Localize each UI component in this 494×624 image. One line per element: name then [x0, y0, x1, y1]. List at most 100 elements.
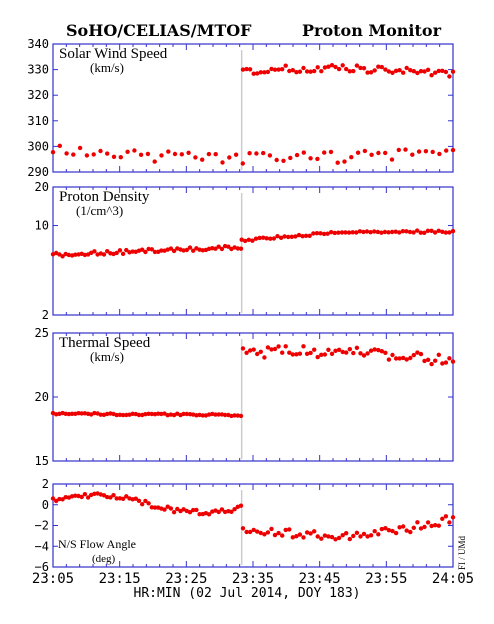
data-point-speed [258, 70, 263, 75]
y-tick-label-thermal: 20 [35, 390, 49, 404]
data-point-density [278, 235, 284, 240]
data-point-thermal [269, 347, 274, 352]
data-point-thermal [247, 348, 253, 353]
data-point-thermal [447, 356, 452, 361]
data-point-thermal [159, 411, 164, 417]
data-point-speed [340, 63, 345, 68]
data-point-thermal [258, 349, 263, 354]
data-point-thermal [194, 413, 199, 418]
data-point-thermal [187, 412, 193, 417]
data-point-speed [383, 67, 388, 72]
data-point-thermal [200, 413, 205, 418]
data-point-speed [376, 64, 381, 69]
data-point-speed [422, 69, 427, 74]
data-point-speed [213, 152, 218, 157]
data-point-flow [283, 527, 288, 533]
data-point-speed [418, 69, 424, 74]
data-point-flow [379, 526, 384, 532]
data-point-thermal [404, 357, 409, 362]
data-point-density [296, 232, 302, 238]
data-point-density [60, 254, 65, 259]
data-point-speed [336, 66, 342, 72]
x-tick-label: 23:35 [232, 571, 274, 587]
y-tick-label-density: 10 [35, 219, 49, 233]
data-point-thermal [244, 350, 249, 355]
data-point-speed [262, 70, 267, 75]
data-point-density [268, 236, 273, 241]
data-point-flow [54, 498, 59, 504]
data-point-density [346, 230, 352, 235]
y-tick-label-speed: 310 [27, 114, 49, 128]
panel-title-density: Proton Density [59, 189, 150, 205]
data-point-thermal [443, 360, 449, 365]
data-point-thermal [336, 347, 342, 352]
data-point-speed [423, 149, 429, 154]
data-point-flow [287, 527, 292, 532]
data-point-flow [294, 534, 299, 539]
data-point-flow [390, 528, 395, 534]
data-point-density [379, 230, 384, 235]
data-point-density [271, 236, 277, 241]
data-point-flow [191, 507, 196, 513]
data-point-flow [447, 520, 452, 525]
panel-thermal: 15 20 25 Thermal Speed(km/s) [35, 326, 456, 468]
panel-title-speed: Solar Wind Speed [59, 46, 168, 62]
data-point-speed [450, 147, 456, 153]
x-tick-label: 23:55 [365, 571, 407, 587]
data-point-thermal [408, 355, 413, 361]
data-point-thermal [361, 353, 367, 358]
header-right-title: Proton Monitor [302, 21, 442, 40]
data-point-flow [333, 537, 338, 542]
data-point-thermal [232, 413, 237, 418]
data-point-speed [326, 64, 331, 69]
data-point-speed [98, 148, 103, 154]
data-point-thermal [294, 352, 299, 357]
data-point-flow [436, 523, 441, 528]
data-point-speed [349, 155, 354, 160]
data-point-speed [444, 148, 449, 153]
data-point-speed [84, 153, 90, 158]
data-point-flow [85, 495, 91, 500]
data-point-flow [114, 496, 119, 501]
data-point-thermal [308, 350, 313, 356]
data-point-speed [437, 151, 442, 157]
data-point-flow [280, 533, 285, 538]
data-point-density [447, 230, 452, 235]
data-point-speed [159, 153, 164, 158]
data-point-thermal [376, 347, 381, 353]
data-point-flow [105, 494, 110, 500]
data-point-thermal [76, 411, 81, 416]
data-point-density [411, 230, 416, 235]
data-point-flow [386, 528, 392, 533]
x-tick-label: 23:05 [32, 571, 74, 587]
data-point-density [168, 246, 174, 251]
data-point-speed [344, 66, 349, 72]
data-point-density [117, 248, 123, 253]
data-point-speed [294, 152, 300, 158]
data-point-speed [383, 150, 388, 156]
data-point-speed [105, 151, 110, 156]
data-point-flow [376, 532, 381, 537]
data-point-thermal [344, 350, 349, 355]
data-point-flow [297, 532, 303, 537]
panel-speed: 290 300 310 320 330 340 Solar Wind Speed(km/s) [27, 37, 456, 179]
data-point-speed [415, 70, 420, 76]
data-point-density [264, 236, 269, 241]
data-point-flow [124, 494, 129, 499]
data-point-density [184, 247, 189, 253]
data-point-density [450, 228, 456, 234]
data-point-speed [283, 63, 288, 68]
data-point-flow [347, 536, 352, 542]
data-point-flow [265, 530, 271, 535]
data-point-flow [57, 496, 62, 502]
data-point-flow [315, 534, 320, 539]
data-point-flow [111, 493, 116, 498]
data-point-speed [281, 158, 286, 163]
data-point-flow [152, 505, 158, 510]
data-point-thermal [213, 412, 218, 417]
data-point-speed [447, 74, 452, 79]
panel-units-flow: (deg) [92, 553, 116, 565]
data-point-speed [393, 68, 399, 74]
data-point-thermal [216, 412, 221, 417]
